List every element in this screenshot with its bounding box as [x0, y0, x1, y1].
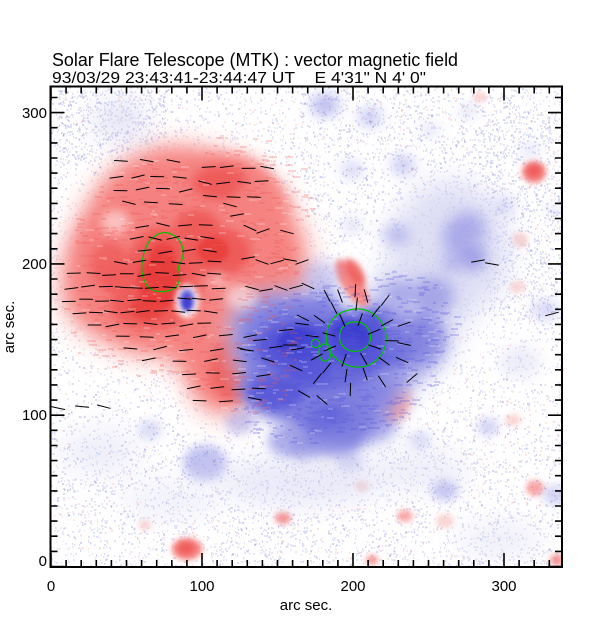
svg-text:300: 300: [491, 578, 516, 595]
svg-text:Solar Flare Telescope (MTK) :: Solar Flare Telescope (MTK) : vector mag…: [52, 50, 458, 70]
svg-text:arc sec.: arc sec.: [280, 597, 333, 614]
svg-text:93/03/29 23:43:41-23:44:47 UT: 93/03/29 23:43:41-23:44:47 UT E 4'31" N …: [52, 70, 426, 87]
svg-text:0: 0: [39, 553, 47, 570]
svg-text:arc sec.: arc sec.: [1, 301, 18, 354]
svg-text:100: 100: [189, 578, 214, 595]
svg-text:300: 300: [22, 105, 47, 122]
svg-text:0: 0: [47, 578, 55, 595]
svg-text:100: 100: [22, 407, 47, 424]
svg-text:200: 200: [340, 578, 365, 595]
svg-text:200: 200: [22, 256, 47, 273]
